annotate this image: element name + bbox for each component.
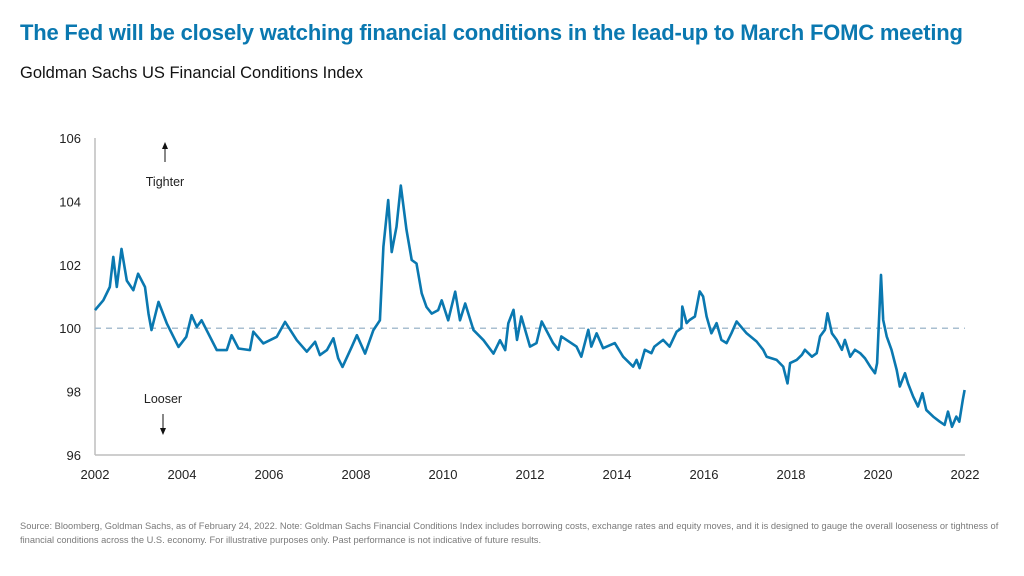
x-tick-label: 2014	[603, 467, 632, 482]
x-tick-label: 2004	[168, 467, 197, 482]
tighter-label: Tighter	[146, 175, 184, 189]
x-tick-label: 2002	[81, 467, 110, 482]
x-tick-label: 2010	[429, 467, 458, 482]
y-tick-label: 100	[59, 321, 81, 336]
x-tick-label: 2012	[516, 467, 545, 482]
y-tick-label: 98	[67, 385, 81, 400]
y-tick-label: 106	[59, 131, 81, 146]
x-tick-label: 2006	[255, 467, 284, 482]
chart-title: The Fed will be closely watching financi…	[20, 20, 963, 45]
x-tick-label: 2008	[342, 467, 371, 482]
looser-label: Looser	[144, 392, 182, 406]
arrow-up-icon	[162, 142, 168, 149]
x-tick-label: 2016	[690, 467, 719, 482]
tick-labels: 96 98 100 102 104 106 2002 2004 2006 2008 2010 2012…	[59, 131, 979, 482]
x-tick-label: 2022	[951, 467, 980, 482]
x-tick-label: 2020	[864, 467, 893, 482]
y-tick-label: 102	[59, 258, 81, 273]
source-footnote: Source: Bloomberg, Goldman Sachs, as of …	[20, 521, 999, 545]
y-tick-label: 104	[59, 194, 81, 209]
looser-annotation: Looser	[144, 392, 182, 435]
axes	[94, 138, 965, 456]
x-tick-label: 2018	[777, 467, 806, 482]
arrow-down-icon	[160, 428, 166, 435]
y-tick-label: 96	[67, 448, 81, 463]
chart-subtitle: Goldman Sachs US Financial Conditions In…	[20, 64, 364, 82]
series-line	[94, 184, 966, 429]
tighter-annotation: Tighter	[146, 142, 184, 189]
